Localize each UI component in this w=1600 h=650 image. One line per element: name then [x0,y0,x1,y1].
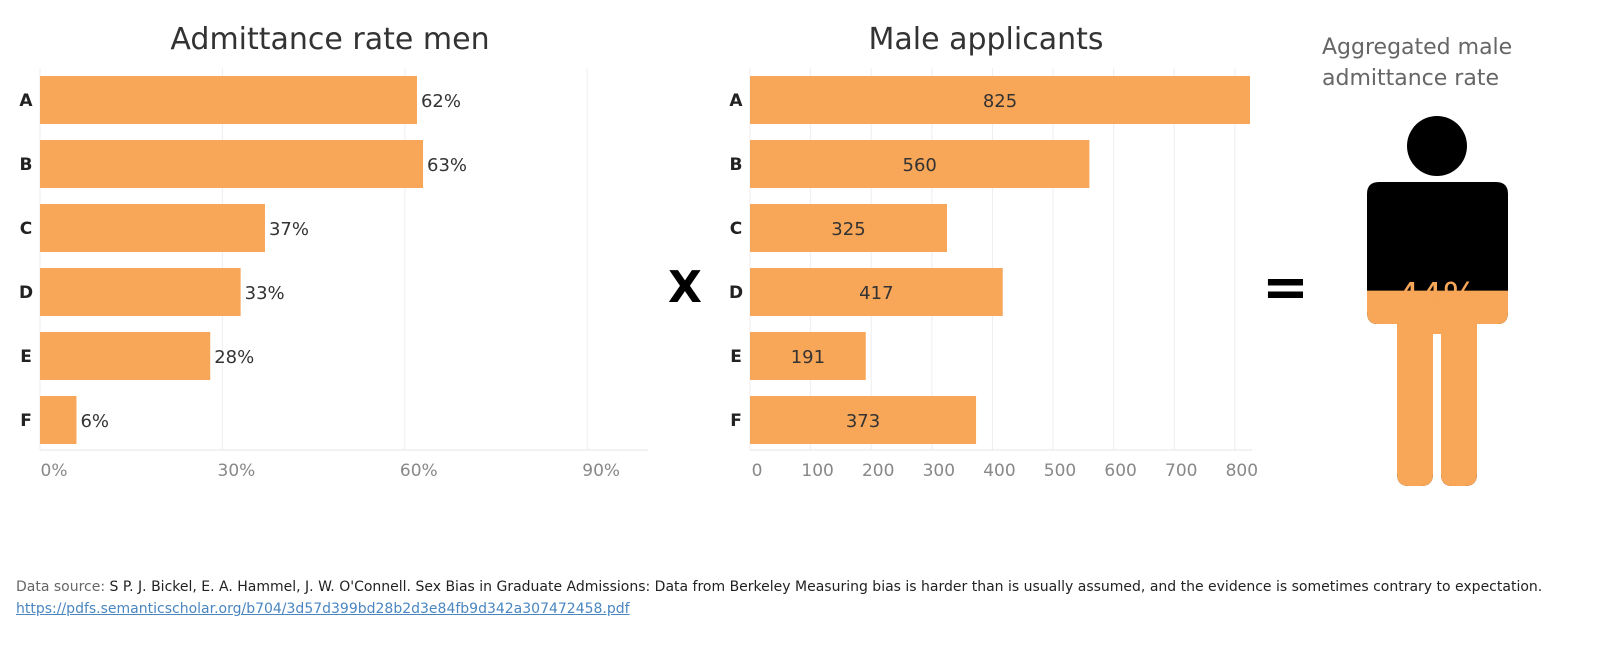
bar [750,396,977,444]
bar [750,204,947,252]
data-label: 63% [427,155,467,176]
result-value-label: 44% [1397,276,1477,317]
x-tick-label: 0 [752,461,763,481]
bar [40,204,265,252]
data-label: 37% [269,219,309,240]
x-tick-label: 60% [400,461,438,481]
bar [40,268,241,316]
person-filled-area [1367,290,1508,486]
chart-title-admittance-rate: Admittance rate men [170,22,490,57]
x-tick-label: 400 [983,461,1015,481]
multiply-operator: X [668,262,702,313]
x-tick-label: 300 [923,461,955,481]
bar [750,268,1003,316]
category-label: F [20,411,32,431]
x-tick-label: 200 [862,461,894,481]
category-label: F [730,411,742,431]
category-label: A [729,91,743,111]
data-source-link[interactable]: https://pdfs.semanticscholar.org/b704/3d… [16,601,630,617]
bar [40,332,211,380]
bar [750,76,1250,124]
category-label: B [730,155,743,175]
x-tick-label: 0% [41,461,68,481]
data-label: 33% [245,283,285,304]
data-label: 62% [421,91,461,112]
bar [40,396,77,444]
x-tick-label: 500 [1044,461,1076,481]
male-applicants-chart: 0 100 200 300 400 500 600 700 800 A 825 B 560 C 325 D 41… [729,68,1258,481]
chart-title-male-applicants: Male applicants [868,22,1104,57]
data-source-citation: S P. J. Bickel, E. A. Hammel, J. W. O'Co… [109,579,1543,595]
data-label: 191 [791,347,825,368]
x-tick-label: 100 [801,461,833,481]
bar [750,332,866,380]
x-tick-label: 600 [1104,461,1136,481]
category-label: A [19,91,33,111]
category-label: D [19,283,33,303]
result-title: Aggregated male admittance rate [1322,35,1513,91]
bar [40,140,424,188]
bar [40,76,417,124]
x-tick-label: 30% [218,461,256,481]
equals-operator: = [1262,255,1309,320]
x-tick-label: 700 [1165,461,1197,481]
x-tick-label: 800 [1226,461,1258,481]
category-label: D [729,283,743,303]
category-label: E [20,347,32,367]
data-label: 373 [846,411,880,432]
data-label: 325 [831,219,865,240]
data-source-note: Data source: S P. J. Bickel, E. A. Hamme… [16,576,1586,620]
data-label: 417 [859,283,893,304]
data-label: 28% [214,347,254,368]
category-label: E [730,347,742,367]
person-icon: 44% [1367,116,1508,486]
data-label: 6% [80,411,109,432]
category-label: C [730,219,742,239]
category-label: B [20,155,33,175]
bar [750,140,1090,188]
x-tick-label: 90% [582,461,620,481]
data-label: 825 [983,91,1017,112]
admittance-rate-chart: 0% 30% 60% 90% A 62% B 63% C 37% D 33% E 28% F 6% [19,68,648,481]
category-label: C [20,219,32,239]
data-source-label: Data source: [16,579,106,595]
data-label: 560 [903,155,937,176]
